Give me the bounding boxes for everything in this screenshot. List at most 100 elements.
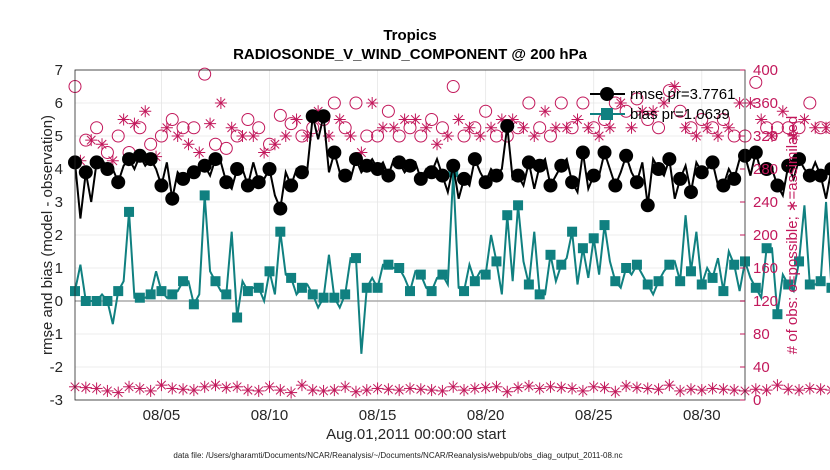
assimilated-marker <box>490 380 503 393</box>
bias-marker <box>556 259 567 270</box>
y-tick-left: -1 <box>50 326 63 343</box>
possible-marker <box>403 121 417 135</box>
assimilated-marker <box>722 121 735 134</box>
rmse-marker <box>176 171 191 186</box>
y-tick-right: 360 <box>753 95 778 112</box>
bias-marker <box>718 286 729 297</box>
bias-marker <box>340 289 351 300</box>
possible-marker <box>479 104 493 118</box>
possible-marker <box>673 104 687 118</box>
rmse-marker <box>640 198 655 213</box>
assimilated-marker <box>522 379 535 392</box>
assimilated-marker <box>755 113 768 126</box>
bias-marker <box>242 286 253 297</box>
legend-bias-label: bias pr=1.0639 <box>630 106 730 123</box>
possible-marker <box>111 129 125 143</box>
rmse-marker <box>435 168 450 183</box>
rmse-marker <box>586 168 601 183</box>
rmse-marker <box>770 178 785 193</box>
y-tick-left: 6 <box>55 95 63 112</box>
rmse-marker <box>629 175 644 190</box>
assimilated-marker <box>825 385 830 395</box>
assimilated-marker <box>144 384 157 397</box>
rmse-marker <box>89 155 104 170</box>
assimilated-marker <box>598 381 611 394</box>
possible-marker <box>371 129 385 143</box>
bias-marker <box>167 289 178 300</box>
bias-marker <box>232 312 243 323</box>
assimilated-marker <box>171 130 184 142</box>
assimilated-marker <box>382 383 395 396</box>
y-tick-right: 40 <box>753 359 770 376</box>
bias-marker <box>91 296 102 306</box>
rmse-marker <box>316 109 331 124</box>
assimilated-marker <box>225 121 238 134</box>
possible-marker <box>198 67 212 81</box>
x-tick: 08/15 <box>359 407 397 424</box>
bias-marker <box>350 253 361 264</box>
rmse-marker <box>511 168 526 183</box>
rmse-marker <box>273 201 288 216</box>
assimilated-marker <box>166 382 179 395</box>
y-tick-right: 280 <box>753 161 778 178</box>
bias-marker <box>631 259 642 270</box>
rmse-marker <box>467 152 482 167</box>
assimilated-marker <box>647 105 660 118</box>
assimilated-marker <box>706 382 719 395</box>
assimilated-marker <box>328 384 341 397</box>
rmse-marker <box>802 168 817 183</box>
rmse-marker <box>122 152 137 167</box>
assimilated-marker <box>274 384 287 397</box>
bias-marker <box>210 276 221 287</box>
assimilated-marker <box>463 121 476 134</box>
assimilated-marker <box>285 386 298 399</box>
assimilated-marker <box>809 121 822 134</box>
assimilated-marker <box>414 383 427 396</box>
assimilated-marker <box>582 121 595 134</box>
y-tick-right: 240 <box>753 194 778 211</box>
rmse-series <box>68 109 830 219</box>
bias-marker <box>685 266 696 277</box>
rmse-marker <box>197 158 212 173</box>
chart-title: Tropics <box>383 27 437 44</box>
rmse-marker <box>705 155 720 170</box>
rmse-marker <box>521 155 536 170</box>
assimilated-marker <box>566 382 579 395</box>
bias-marker <box>729 259 740 270</box>
possible-marker <box>662 84 676 98</box>
assimilated-marker <box>571 113 584 126</box>
legend: rmse pr=3.7761 bias pr=1.0639 <box>590 86 735 123</box>
assimilated-marker <box>820 121 830 134</box>
assimilated-marker <box>549 121 562 134</box>
assimilated-marker <box>771 379 784 392</box>
rmse-marker <box>824 162 830 176</box>
rmse-marker <box>251 175 266 190</box>
possible-marker <box>770 121 784 135</box>
bias-marker <box>113 286 124 297</box>
assimilated-marker <box>782 383 795 396</box>
possible-marker <box>252 121 266 135</box>
bias-marker <box>696 279 707 290</box>
assimilated-marker <box>404 382 416 395</box>
assimilated-marker <box>544 380 557 393</box>
rmse-marker <box>792 152 807 167</box>
bias-marker <box>80 296 91 306</box>
assimilated-marker <box>485 121 498 134</box>
bias-marker <box>286 272 297 283</box>
assimilated-marker <box>371 382 384 395</box>
possible-marker <box>425 113 439 126</box>
possible-marker <box>100 146 114 159</box>
y-tick-left: -2 <box>50 359 63 376</box>
possible-marker <box>90 121 104 135</box>
possible-marker <box>446 80 460 93</box>
possible-marker <box>187 121 201 135</box>
bias-marker <box>426 286 437 297</box>
rmse-marker <box>154 178 169 193</box>
bias-marker <box>178 276 189 287</box>
bias-marker <box>480 269 491 280</box>
possible-marker <box>165 113 179 126</box>
possible-marker <box>154 129 168 143</box>
bias-marker <box>621 263 632 273</box>
assimilated-marker <box>474 130 487 142</box>
